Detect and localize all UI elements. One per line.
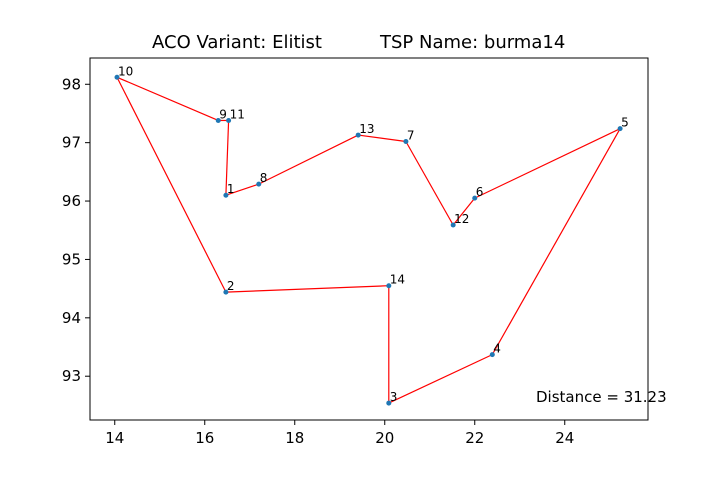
route-segment [225, 120, 230, 196]
y-tick-label: 95 [62, 250, 81, 268]
city-label: 6 [476, 185, 484, 199]
city-point [256, 181, 262, 187]
y-tick-label: 93 [62, 367, 81, 385]
city-label: 7 [407, 128, 415, 142]
route-segment [225, 183, 259, 196]
city-point [386, 400, 392, 406]
route-segment [258, 134, 359, 185]
city-point [355, 132, 361, 138]
city-label: 5 [621, 116, 629, 130]
route-segment [388, 354, 493, 404]
y-tick-label: 96 [62, 192, 81, 210]
x-tick-label: 14 [105, 429, 124, 447]
route-segment [474, 128, 621, 199]
route-segment [452, 197, 476, 226]
city-label: 1 [227, 182, 235, 196]
route-segment [358, 134, 406, 143]
city-point [223, 192, 229, 198]
axes-frame [89, 57, 649, 421]
city-label: 11 [230, 107, 245, 121]
city-point [226, 117, 232, 123]
city-label: 12 [454, 212, 469, 226]
route-segment [116, 76, 219, 122]
city-label: 10 [118, 64, 133, 78]
city-point [489, 352, 495, 358]
city-point [223, 289, 229, 295]
city-label: 2 [227, 279, 235, 293]
x-tick-label: 20 [375, 429, 394, 447]
city-point [472, 195, 478, 201]
city-point [386, 283, 392, 289]
chart-title-variant: ACO Variant: Elitist [152, 32, 322, 53]
route-segment [405, 141, 454, 226]
x-tick-label: 16 [195, 429, 214, 447]
city-label: 8 [260, 171, 268, 185]
x-tick-label: 18 [285, 429, 304, 447]
y-tick-label: 94 [62, 309, 81, 327]
x-tick-label: 24 [555, 429, 574, 447]
city-point [215, 117, 221, 123]
route-segment [491, 128, 621, 355]
route-segment [225, 285, 389, 293]
distance-annotation: Distance = 31.23 [536, 388, 667, 406]
city-label: 3 [390, 390, 398, 404]
y-tick-label: 98 [62, 75, 81, 93]
city-label: 4 [493, 342, 501, 356]
city-label: 13 [359, 122, 374, 136]
route-segment [116, 76, 227, 293]
chart-title-tsp-name: TSP Name: burma14 [379, 32, 565, 53]
city-point [403, 138, 409, 144]
x-tick-label: 22 [465, 429, 484, 447]
city-label: 9 [219, 107, 227, 121]
city-point [450, 222, 456, 228]
plot-area: 14 16 18 20 22 249394959697981234567891011121… [62, 57, 649, 447]
city-point [617, 126, 623, 132]
city-label: 14 [390, 273, 405, 287]
city-point [114, 74, 120, 80]
y-tick-label: 97 [62, 134, 81, 152]
